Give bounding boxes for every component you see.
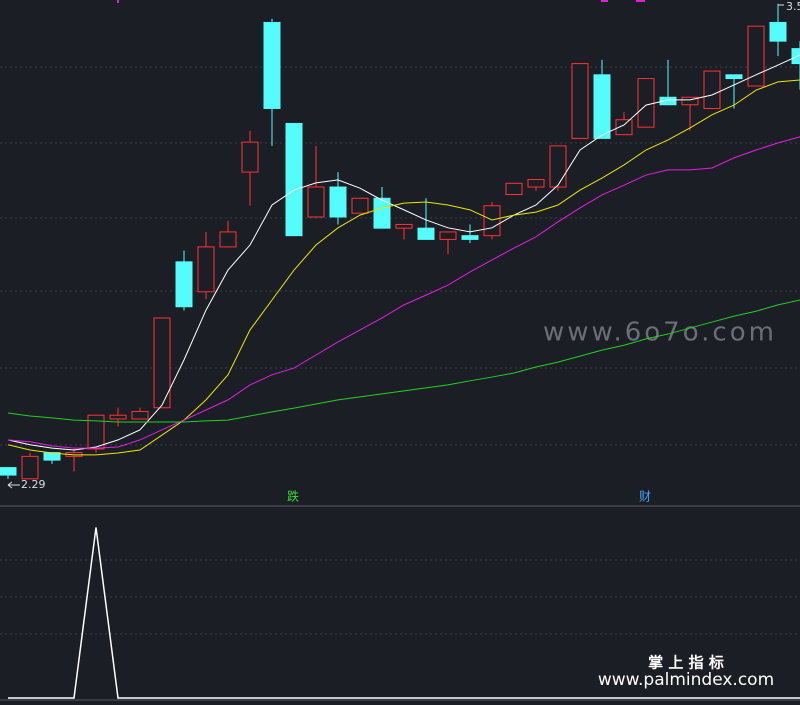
- moving-average-line: [7, 79, 800, 456]
- candle-body: [0, 467, 17, 476]
- candle-body: [549, 145, 567, 188]
- candle-body: [505, 182, 523, 196]
- candle-body: [87, 414, 105, 450]
- moving-average-line: [7, 299, 800, 423]
- candle-body: [153, 317, 171, 409]
- low-arrow: [7, 481, 20, 489]
- moving-average-line: [7, 136, 800, 449]
- candle-body: [681, 96, 699, 106]
- candle-body: [593, 74, 611, 139]
- moving-average-line: [7, 54, 800, 451]
- candle-body: [109, 414, 127, 420]
- candle-body: [483, 205, 501, 237]
- candle-body: [219, 231, 237, 248]
- candle-body: [351, 197, 369, 214]
- candle-body: [197, 246, 215, 293]
- candle-body: [747, 25, 765, 87]
- candle-body: [703, 70, 721, 109]
- candle-body: [131, 410, 149, 420]
- candle-body: [637, 78, 655, 128]
- candle-body: [659, 96, 677, 106]
- watermark: 掌 上 指 标: [648, 654, 724, 672]
- watermark: www.palmindex.com: [598, 670, 774, 690]
- low-label: 2.29: [21, 478, 46, 491]
- candle-body: [329, 186, 347, 218]
- candle-body: [439, 231, 457, 240]
- candle-body: [395, 223, 413, 229]
- signal-label: 跌: [287, 489, 299, 504]
- candle-body: [175, 261, 193, 308]
- candle-body: [725, 74, 743, 80]
- candle-body: [769, 21, 787, 42]
- indicator-line: [8, 527, 800, 699]
- candle-body: [285, 122, 303, 237]
- candle-body: [461, 235, 479, 240]
- candle-body: [373, 197, 391, 229]
- candle-body: [615, 119, 633, 136]
- top-markers: [117, 0, 645, 3]
- candle-body: [263, 21, 281, 109]
- high-label: 3.56: [786, 0, 800, 13]
- candle-body: [527, 179, 545, 188]
- candle-body: [417, 227, 435, 240]
- candle-body: [571, 63, 589, 139]
- candle-body: [791, 48, 800, 65]
- candle-body: [21, 455, 39, 480]
- candle-body: [307, 186, 325, 218]
- watermark: www.6o7o.com: [543, 318, 777, 348]
- signal-label: 财: [639, 490, 651, 504]
- candle-body: [241, 141, 259, 173]
- background-grid: [0, 66, 800, 701]
